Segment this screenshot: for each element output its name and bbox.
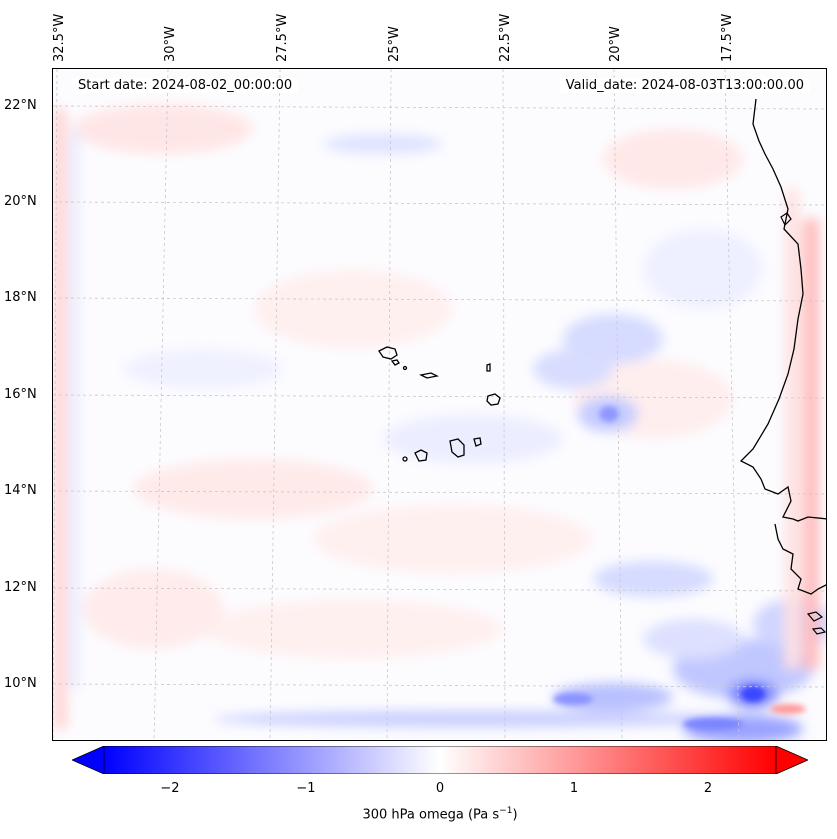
lon-label-32-5w: 32.5°W — [52, 13, 67, 62]
colorbar-title-exponent: −1 — [499, 806, 513, 816]
omega-field-cores — [553, 406, 806, 730]
map-panel[interactable] — [52, 68, 827, 741]
omega-field-map — [53, 69, 826, 740]
lat-label-12n: 12°N — [4, 580, 37, 595]
colorbar-tick-0: 0 — [435, 781, 445, 796]
colorbar-extend-max — [775, 746, 808, 774]
coastal-islands — [780, 212, 826, 635]
gridlines — [53, 69, 826, 740]
lon-label-30w: 30°W — [163, 26, 178, 62]
lat-label-22n: 22°N — [4, 98, 37, 113]
cape-verde-islands — [378, 346, 501, 462]
colorbar-extend-min — [72, 746, 105, 774]
colorbar — [72, 746, 808, 774]
coastline-africa — [739, 98, 826, 595]
colorbar-tick-2: 2 — [703, 781, 713, 796]
lon-label-20w: 20°W — [608, 26, 623, 62]
lat-label-10n: 10°N — [4, 676, 37, 691]
lon-label-22-5w: 22.5°W — [498, 13, 513, 62]
colorbar-tick-minus2: −2 — [160, 781, 180, 796]
colorbar-tick-1: 1 — [569, 781, 579, 796]
colorbar-gradient — [103, 746, 777, 774]
lon-label-17-5w: 17.5°W — [720, 13, 735, 62]
lat-label-14n: 14°N — [4, 483, 37, 498]
lat-label-16n: 16°N — [4, 387, 37, 402]
lon-label-27-5w: 27.5°W — [275, 13, 290, 62]
start-date-label: Start date: 2024-08-02_00:00:00 — [72, 78, 299, 93]
valid-date-label: Valid_date: 2024-08-03T13:00:00.00 — [559, 78, 810, 93]
lon-label-25w: 25°W — [387, 26, 402, 62]
colorbar-tick-minus1: −1 — [296, 781, 316, 796]
lat-label-18n: 18°N — [4, 290, 37, 305]
colorbar-title: 300 hPa omega (Pa s−1) — [362, 806, 518, 823]
lat-label-20n: 20°N — [4, 194, 37, 209]
